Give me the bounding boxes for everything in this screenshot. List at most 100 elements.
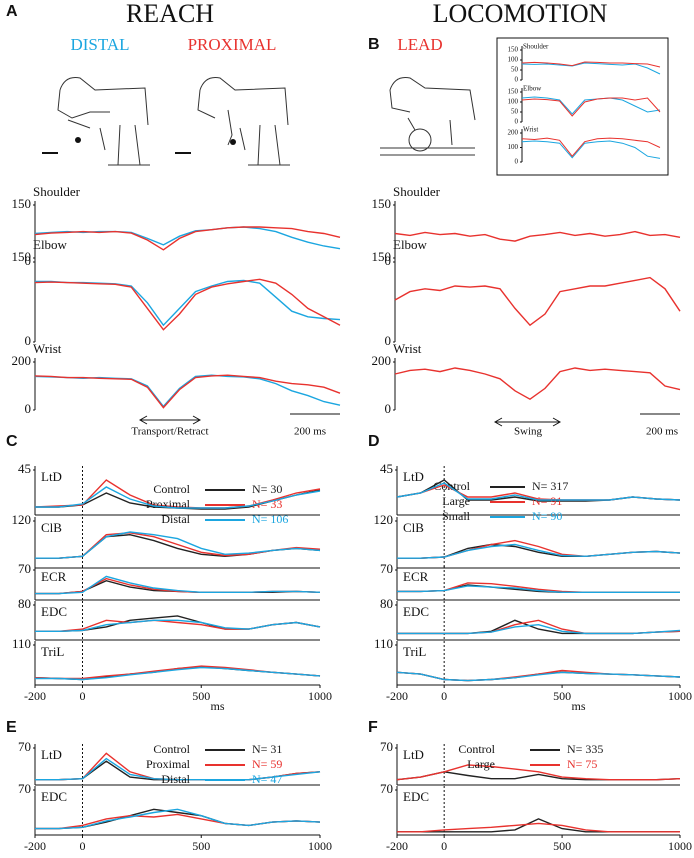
plot-title: EDC	[403, 604, 429, 619]
x-axis-label: ms	[571, 699, 585, 713]
plot-title: Wrist	[393, 341, 422, 356]
x-tick-label: 500	[553, 839, 571, 853]
annotation: 200 ms	[646, 426, 678, 438]
x-tick-label: -200	[386, 689, 408, 703]
annotation: 200 ms	[294, 426, 326, 438]
trace	[521, 97, 661, 117]
trace	[35, 532, 321, 559]
trace	[35, 808, 321, 830]
trace	[35, 666, 321, 681]
y-tick-label: 70	[18, 739, 31, 754]
y-tick-label: 0	[385, 401, 392, 416]
plot-title: TriL	[403, 644, 426, 659]
x-tick-label: 500	[553, 689, 571, 703]
panel-letter: E	[6, 719, 17, 736]
y-tick-label: 100	[508, 56, 519, 64]
plot-title: Shoulder	[523, 43, 549, 51]
legend-label: Control	[458, 742, 495, 756]
y-tick-label: 150	[372, 249, 392, 264]
plot-title: ClB	[41, 520, 62, 535]
trace	[35, 619, 321, 632]
y-tick-label: 200	[12, 353, 32, 368]
trace	[34, 226, 341, 250]
legend-label: Control	[433, 479, 470, 493]
trace	[397, 822, 680, 833]
y-tick-label: 0	[515, 76, 519, 84]
x-tick-label: 0	[441, 839, 447, 853]
x-axis-label: ms	[571, 849, 585, 853]
y-tick-label: 200	[372, 353, 392, 368]
trace	[394, 367, 681, 401]
trace	[397, 543, 681, 559]
y-tick-label: 120	[374, 512, 394, 527]
legend-label: Small	[442, 509, 471, 523]
y-tick-label: 150	[12, 196, 32, 211]
y-tick-label: 0	[515, 158, 519, 166]
trace	[34, 226, 341, 251]
panel-letter: B	[368, 36, 380, 53]
trace	[521, 137, 661, 157]
trace	[394, 276, 681, 327]
trace	[35, 486, 321, 509]
y-tick-label: 70	[380, 739, 393, 754]
plot-title: Elbow	[33, 237, 68, 252]
trace	[396, 764, 681, 781]
x-tick-label: 1000	[308, 839, 332, 853]
legend-n: N= 106	[252, 512, 288, 526]
legend-n: N= 47	[252, 772, 282, 786]
plot-title: TriL	[41, 644, 64, 659]
x-axis-label: ms	[210, 699, 224, 713]
panel-letter: D	[368, 433, 380, 450]
plot-title: Shoulder	[393, 184, 441, 199]
plot-title: Shoulder	[33, 184, 81, 199]
legend-n: N= 59	[252, 757, 282, 771]
legend-n: N= 91	[532, 494, 562, 508]
x-tick-label: 500	[192, 689, 210, 703]
y-tick-label: 150	[372, 196, 392, 211]
plot-title: EDC	[41, 789, 67, 804]
plot-title: LtD	[41, 469, 62, 484]
trace	[35, 531, 321, 559]
y-tick-label: 0	[25, 253, 32, 268]
trace	[35, 279, 341, 327]
panel-letter: F	[368, 719, 378, 736]
y-tick-label: 45	[18, 461, 31, 476]
trace	[521, 96, 661, 115]
y-tick-label: 70	[18, 561, 31, 576]
y-tick-label: 120	[12, 512, 32, 527]
plot-title: EDC	[403, 789, 429, 804]
x-tick-label: -200	[24, 839, 46, 853]
legend-label: Large	[467, 757, 495, 771]
plot-title: Wrist	[33, 341, 62, 356]
y-tick-label: 150	[508, 88, 519, 96]
trace	[521, 62, 661, 75]
plot-title: Elbow	[523, 85, 542, 93]
y-tick-label: 150	[508, 46, 519, 54]
plot-title: ECR	[403, 569, 429, 584]
trace	[397, 619, 681, 635]
annotation: Swing	[514, 426, 543, 438]
legend-label: Large	[442, 494, 470, 508]
legend-label: Control	[153, 482, 190, 496]
x-tick-label: 0	[80, 689, 86, 703]
panel-letter: C	[6, 433, 18, 450]
y-tick-label: 0	[25, 333, 32, 348]
trace	[397, 623, 681, 635]
trace	[397, 539, 681, 559]
trace	[34, 479, 321, 509]
y-tick-label: 70	[18, 781, 31, 796]
y-tick-label: 80	[380, 596, 393, 611]
x-tick-label: 500	[192, 839, 210, 853]
x-tick-label: 1000	[308, 689, 332, 703]
legend-n: N= 30	[252, 482, 282, 496]
y-tick-label: 50	[511, 66, 519, 74]
y-tick-label: 110	[12, 636, 31, 651]
y-tick-label: 80	[18, 596, 31, 611]
legend-label: Control	[153, 742, 190, 756]
arrow	[493, 417, 562, 427]
trace	[34, 278, 341, 331]
trace	[521, 61, 661, 68]
legend-label: Proximal	[146, 497, 191, 511]
y-tick-label: 150	[12, 249, 32, 264]
